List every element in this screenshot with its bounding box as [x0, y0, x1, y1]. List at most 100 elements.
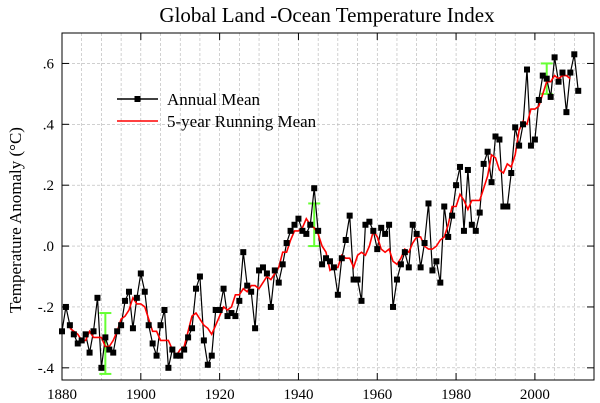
annual-mean-point-1981 — [457, 163, 464, 170]
annual-mean-point-1972 — [421, 240, 428, 247]
annual-mean-point-1944 — [311, 185, 318, 192]
annual-mean-point-1957 — [362, 221, 369, 228]
annual-mean-point-1887 — [86, 349, 93, 356]
annual-mean-point-1884 — [74, 340, 81, 347]
annual-mean-point-1924 — [232, 313, 239, 320]
annual-mean-point-1918 — [208, 352, 215, 359]
annual-mean-point-1963 — [386, 221, 393, 228]
x-tick-label-4: 1960 — [362, 387, 392, 403]
annual-mean-point-1929 — [252, 325, 259, 332]
annual-mean-point-1997 — [520, 121, 527, 128]
annual-mean-point-1906 — [161, 306, 168, 313]
annual-mean-point-1938 — [287, 227, 294, 234]
annual-mean-point-1897 — [125, 288, 132, 295]
annual-mean-point-1993 — [504, 203, 511, 210]
annual-mean-point-1934 — [271, 267, 278, 274]
annual-mean-point-1889 — [94, 294, 101, 301]
annual-mean-point-1989 — [488, 179, 495, 186]
annual-mean-point-1937 — [283, 240, 290, 247]
x-tick-label-3: 1940 — [283, 387, 313, 403]
y-tick-label-0: -.4 — [38, 361, 55, 377]
annual-mean-point-1921 — [220, 285, 227, 292]
annual-mean-point-1925 — [236, 297, 243, 304]
annual-mean-point-1960 — [374, 246, 381, 253]
annual-mean-point-1954 — [350, 276, 357, 283]
x-tick-label-1: 1900 — [126, 387, 156, 403]
annual-mean-point-2010 — [571, 51, 578, 58]
annual-mean-point-1928 — [248, 288, 255, 295]
annual-mean-point-1955 — [354, 276, 361, 283]
annual-mean-point-1904 — [153, 352, 160, 359]
annual-mean-point-1964 — [390, 303, 397, 310]
annual-mean-point-1926 — [240, 249, 247, 256]
y-tick-label-5: .6 — [43, 56, 55, 72]
annual-mean-point-2000 — [531, 136, 538, 143]
annual-mean-point-1979 — [449, 212, 456, 219]
annual-mean-point-1900 — [137, 270, 144, 277]
annual-mean-point-1935 — [275, 279, 282, 286]
y-tick-label-4: .4 — [43, 117, 55, 133]
x-tick-label-2: 1920 — [205, 387, 235, 403]
annual-mean-point-1916 — [200, 337, 207, 344]
annual-mean-point-1908 — [169, 346, 176, 353]
annual-mean-point-1922 — [224, 313, 231, 320]
annual-mean-point-1898 — [129, 325, 136, 332]
annual-mean-point-1881 — [62, 303, 69, 310]
annual-mean-point-1984 — [468, 221, 475, 228]
annual-mean-point-1973 — [425, 200, 432, 207]
annual-mean-point-1951 — [338, 255, 345, 262]
annual-mean-point-1961 — [378, 224, 385, 231]
annual-mean-point-1950 — [334, 291, 341, 298]
annual-mean-point-1985 — [472, 227, 479, 234]
annual-mean-point-1903 — [149, 340, 156, 347]
annual-mean-point-1948 — [326, 258, 333, 265]
annual-mean-point-1998 — [524, 66, 531, 73]
annual-mean-point-1971 — [417, 264, 424, 271]
annual-mean-point-2009 — [567, 69, 574, 76]
annual-mean-point-1888 — [90, 328, 97, 335]
annual-mean-point-2003 — [543, 75, 550, 82]
legend-marker-annual-mean — [134, 96, 141, 102]
annual-mean-point-1907 — [165, 364, 172, 371]
annual-mean-point-1912 — [185, 334, 192, 341]
annual-mean-point-1896 — [122, 297, 129, 304]
legend-label-running-mean: 5-year Running Mean — [167, 112, 317, 131]
annual-mean-point-1970 — [413, 230, 420, 237]
annual-mean-point-1943 — [307, 221, 314, 228]
annual-mean-point-1977 — [441, 203, 448, 210]
annual-mean-point-1915 — [196, 273, 203, 280]
annual-mean-point-1967 — [401, 249, 408, 256]
running-mean-line — [69, 74, 571, 358]
annual-mean-point-1995 — [512, 124, 519, 131]
annual-mean-point-1927 — [244, 282, 251, 289]
annual-mean-point-1936 — [279, 261, 286, 268]
annual-mean-point-1999 — [527, 142, 534, 149]
annual-mean-point-1996 — [516, 142, 523, 149]
annual-mean-point-2004 — [547, 93, 554, 100]
annual-mean-point-1883 — [70, 331, 77, 338]
annual-mean-point-1919 — [212, 306, 219, 313]
annual-mean-point-1956 — [358, 297, 365, 304]
annual-mean-markers — [59, 51, 582, 371]
annual-mean-point-1942 — [303, 230, 310, 237]
annual-mean-point-1901 — [141, 288, 148, 295]
annual-mean-point-1902 — [145, 322, 152, 329]
annual-mean-point-1905 — [157, 322, 164, 329]
annual-mean-point-1911 — [181, 346, 188, 353]
annual-mean-point-1933 — [267, 303, 274, 310]
annual-mean-point-1945 — [315, 227, 322, 234]
plot-frame — [61, 32, 595, 381]
annual-mean-point-1920 — [216, 306, 223, 313]
annual-mean-point-1931 — [259, 264, 266, 271]
annual-mean-point-1990 — [492, 133, 499, 140]
annual-mean-point-1992 — [500, 203, 507, 210]
error-bars — [99, 62, 553, 375]
annual-mean-point-2011 — [575, 87, 582, 94]
annual-mean-point-1886 — [82, 331, 89, 338]
annual-mean-point-1914 — [192, 285, 199, 292]
annual-mean-point-1946 — [319, 261, 326, 268]
annual-mean-point-1962 — [382, 230, 389, 237]
x-tick-label-5: 1980 — [441, 387, 471, 403]
annual-mean-point-1885 — [78, 337, 85, 344]
